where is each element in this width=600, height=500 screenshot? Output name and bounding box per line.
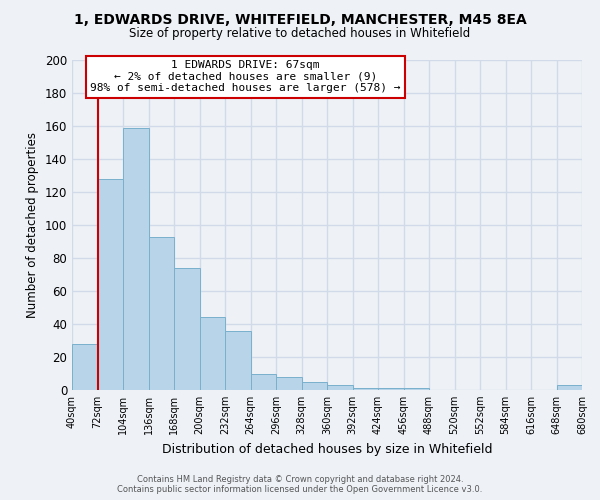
X-axis label: Distribution of detached houses by size in Whitefield: Distribution of detached houses by size … xyxy=(162,442,492,456)
Bar xyxy=(199,318,225,390)
Bar xyxy=(174,268,199,390)
Bar xyxy=(302,382,327,390)
Bar xyxy=(225,330,251,390)
Text: 1 EDWARDS DRIVE: 67sqm
← 2% of detached houses are smaller (9)
98% of semi-detac: 1 EDWARDS DRIVE: 67sqm ← 2% of detached … xyxy=(90,60,401,93)
Text: 1, EDWARDS DRIVE, WHITEFIELD, MANCHESTER, M45 8EA: 1, EDWARDS DRIVE, WHITEFIELD, MANCHESTER… xyxy=(74,12,526,26)
Bar xyxy=(251,374,276,390)
Y-axis label: Number of detached properties: Number of detached properties xyxy=(26,132,39,318)
Bar xyxy=(123,128,149,390)
Bar xyxy=(72,344,97,390)
Bar xyxy=(97,179,123,390)
Bar xyxy=(276,377,302,390)
Bar xyxy=(378,388,404,390)
Bar xyxy=(557,385,582,390)
Bar xyxy=(404,388,429,390)
Bar xyxy=(327,385,353,390)
Text: Contains HM Land Registry data © Crown copyright and database right 2024.
Contai: Contains HM Land Registry data © Crown c… xyxy=(118,474,482,494)
Text: Size of property relative to detached houses in Whitefield: Size of property relative to detached ho… xyxy=(130,28,470,40)
Bar xyxy=(353,388,378,390)
Bar xyxy=(149,236,174,390)
